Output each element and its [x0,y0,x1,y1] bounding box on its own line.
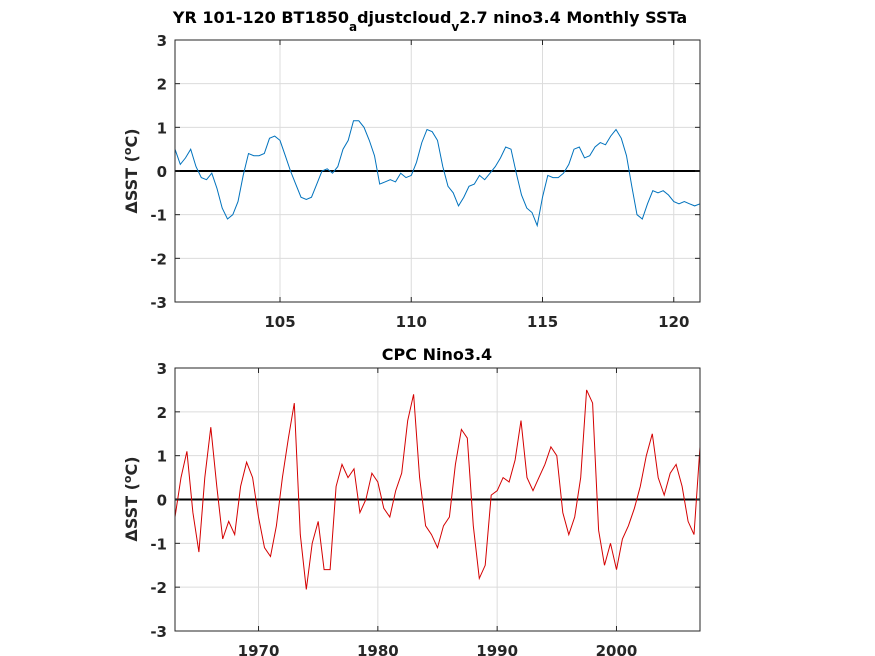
top-y-ticks: -3 -2 -1 0 1 2 3 [150,32,700,312]
top-y-tick-label-5: 2 [157,76,167,94]
top-y-tick-label-3: 0 [157,163,167,181]
top-chart-title: YR 101-120 BT1850adjustcloudv2.7 nino3.4… [172,8,687,34]
bottom-x-ticks: 1970 1980 1990 2000 [238,368,638,656]
bottom-y-tick-label-3: 0 [157,492,167,510]
bottom-y-axis-label: ΔSST (oC) [121,456,141,541]
bottom-chart-title: CPC Nino3.4 [382,345,492,364]
bottom-y-tick-label-2: -1 [150,535,167,553]
top-y-tick-label-6: 3 [157,32,167,50]
bottom-x-tick-label-1: 1980 [357,642,399,656]
bottom-y-ticks: -3 -2 -1 0 1 2 3 [150,360,700,641]
bottom-x-tick-label-3: 2000 [596,642,638,656]
bottom-y-tick-label-0: -3 [150,623,167,641]
top-y-tick-label-1: -2 [150,250,167,268]
top-y-tick-label-2: -1 [150,207,167,225]
top-x-tick-label-3: 120 [658,313,689,331]
top-chart-panel: 105 110 115 120 -3 -2 -1 0 1 2 3 YR 101-120 BT185… [121,8,701,331]
bottom-y-tick-label-1: -2 [150,579,167,597]
top-series-line [174,120,701,228]
top-x-tick-label-0: 105 [264,313,295,331]
bottom-y-tick-label-4: 1 [157,448,167,466]
bottom-series-line [174,389,701,590]
bottom-y-tick-label-5: 2 [157,404,167,422]
top-x-tick-label-2: 115 [527,313,558,331]
bottom-x-tick-label-0: 1970 [238,642,280,656]
top-x-ticks: 105 110 115 120 [264,40,689,331]
top-y-tick-label-4: 1 [157,119,167,137]
top-x-tick-label-1: 110 [396,313,427,331]
top-y-axis-label: ΔSST (oC) [121,128,141,213]
bottom-x-tick-label-2: 1990 [476,642,518,656]
top-y-tick-label-0: -3 [150,294,167,312]
bottom-y-tick-label-6: 3 [157,360,167,378]
